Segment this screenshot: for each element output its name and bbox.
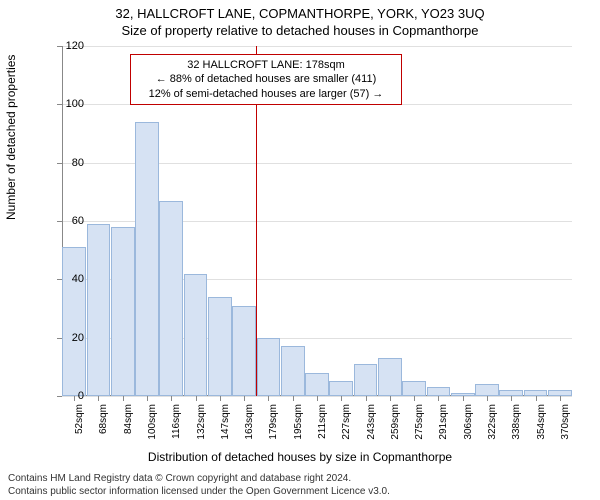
histogram-bar [281,346,305,396]
x-tick-mark [463,396,464,401]
x-tick-label: 100sqm [147,404,158,444]
x-tick-label: 291sqm [438,404,449,444]
x-axis-label: Distribution of detached houses by size … [0,450,600,464]
footer-line1: Contains HM Land Registry data © Crown c… [8,472,390,485]
x-tick-mark [414,396,415,401]
histogram-bar [232,306,256,396]
histogram-bar [427,387,451,396]
x-tick-label: 227sqm [341,404,352,444]
x-tick-label: 243sqm [366,404,377,444]
y-tick-label: 60 [54,215,84,227]
x-tick-label: 147sqm [220,404,231,444]
chart-subtitle: Size of property relative to detached ho… [0,21,600,38]
histogram-bar [475,384,499,396]
x-tick-mark [171,396,172,401]
x-tick-label: 338sqm [511,404,522,444]
y-tick-label: 100 [54,98,84,110]
annotation-box: 32 HALLCROFT LANE: 178sqm← 88% of detach… [130,54,402,105]
x-tick-mark [536,396,537,401]
histogram-bar [305,373,329,396]
x-tick-mark [220,396,221,401]
x-tick-label: 132sqm [196,404,207,444]
y-tick-label: 120 [54,40,84,52]
x-tick-label: 275sqm [414,404,425,444]
histogram-bar [402,381,426,396]
histogram-bar [257,338,281,396]
x-tick-label: 211sqm [317,404,328,444]
gridline [62,46,572,47]
x-tick-label: 195sqm [293,404,304,444]
x-tick-label: 84sqm [123,404,134,444]
x-tick-label: 306sqm [463,404,474,444]
footer-line2: Contains public sector information licen… [8,485,390,498]
x-tick-mark [390,396,391,401]
x-tick-mark [438,396,439,401]
histogram-bar [378,358,402,396]
footer: Contains HM Land Registry data © Crown c… [8,472,390,498]
chart-title: 32, HALLCROFT LANE, COPMANTHORPE, YORK, … [0,0,600,21]
histogram-bar [354,364,378,396]
x-tick-mark [268,396,269,401]
x-tick-label: 116sqm [171,404,182,444]
histogram-bar [111,227,135,396]
histogram-bar [135,122,159,396]
chart-container: 32, HALLCROFT LANE, COPMANTHORPE, YORK, … [0,0,600,500]
y-tick-label: 80 [54,157,84,169]
x-tick-mark [341,396,342,401]
x-tick-mark [123,396,124,401]
x-tick-mark [196,396,197,401]
annotation-line1: 32 HALLCROFT LANE: 178sqm [137,58,395,72]
x-tick-mark [244,396,245,401]
histogram-bar [159,201,183,396]
annotation-line3: 12% of semi-detached houses are larger (… [137,87,395,101]
y-tick-label: 40 [54,273,84,285]
histogram-bar [329,381,353,396]
x-tick-label: 163sqm [244,404,255,444]
histogram-bar [62,247,86,396]
x-tick-label: 179sqm [268,404,279,444]
y-axis-label: Number of detached properties [4,55,18,220]
x-tick-label: 259sqm [390,404,401,444]
x-tick-label: 52sqm [74,404,85,444]
x-tick-label: 322sqm [487,404,498,444]
histogram-bar [87,224,111,396]
x-tick-mark [487,396,488,401]
x-tick-label: 354sqm [536,404,547,444]
x-tick-label: 370sqm [560,404,571,444]
x-tick-mark [366,396,367,401]
x-tick-mark [560,396,561,401]
x-tick-mark [317,396,318,401]
x-tick-mark [98,396,99,401]
x-tick-label: 68sqm [98,404,109,444]
histogram-bar [184,274,208,397]
annotation-line2: ← 88% of detached houses are smaller (41… [137,72,395,86]
x-tick-mark [511,396,512,401]
x-tick-mark [147,396,148,401]
plot-area: 32 HALLCROFT LANE: 178sqm← 88% of detach… [62,46,572,396]
histogram-bar [208,297,232,396]
y-tick-label: 20 [54,332,84,344]
y-tick-label: 0 [54,390,84,402]
x-tick-mark [293,396,294,401]
